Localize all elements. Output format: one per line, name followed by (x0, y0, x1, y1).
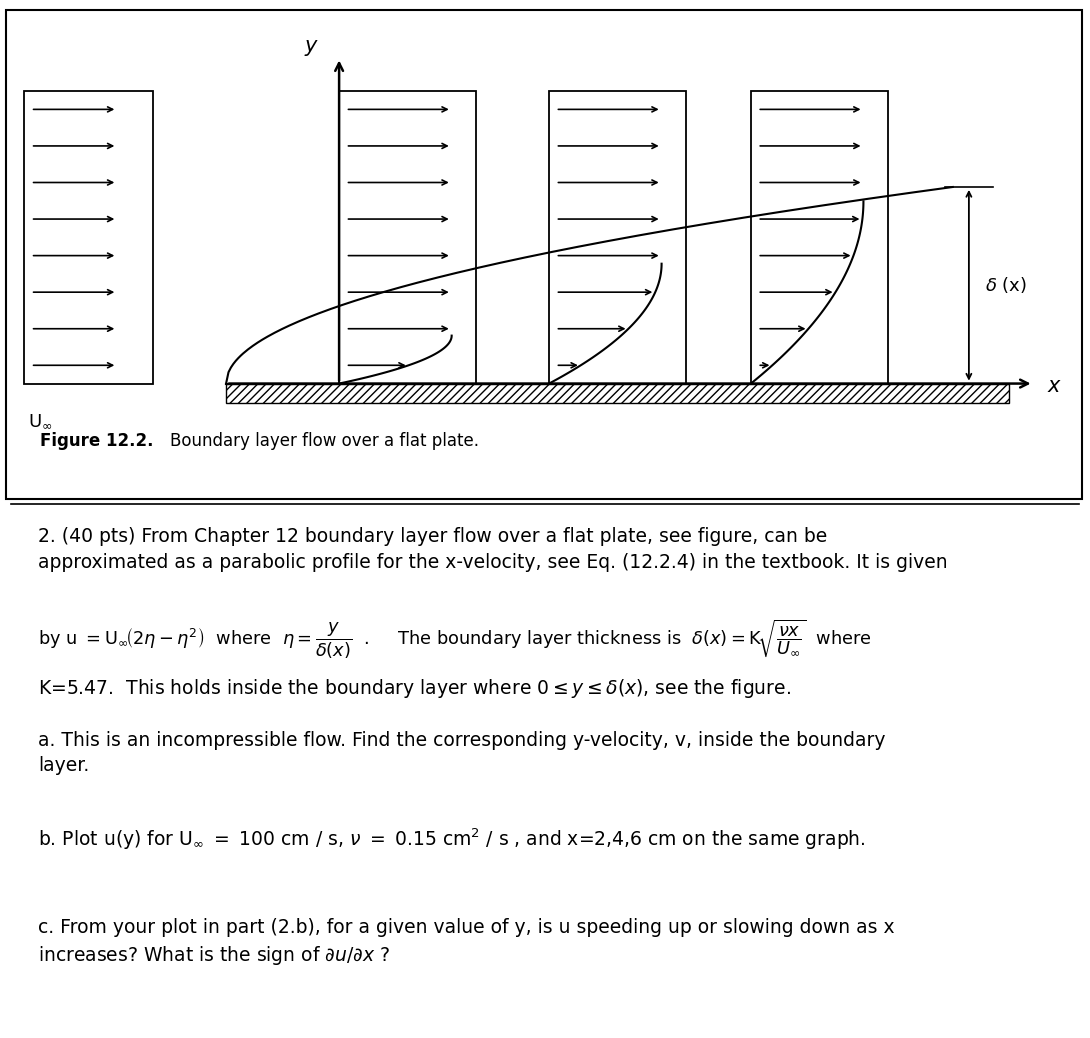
Text: a. This is an incompressible flow. Find the corresponding y-velocity, v, inside : a. This is an incompressible flow. Find … (38, 731, 886, 775)
Text: Figure 12.2.: Figure 12.2. (40, 432, 154, 450)
Text: by u $= \mathrm{U}_\infty\!\left(2\eta - \eta^2\right)$  where  $\eta = \dfrac{y: by u $= \mathrm{U}_\infty\!\left(2\eta -… (38, 619, 872, 661)
Bar (549, 91, 687, 384)
Bar (24, 91, 154, 384)
Text: K=5.47.  This holds inside the boundary layer where $0 \leq y \leq \delta(x)$, s: K=5.47. This holds inside the boundary l… (38, 677, 791, 701)
Text: x: x (1047, 376, 1059, 395)
Text: $\delta$ (x): $\delta$ (x) (985, 275, 1027, 295)
Bar (751, 91, 888, 384)
Text: b. Plot u(y) for U$_\infty$ $=$ 100 cm / s, $\nu$ $=$ 0.15 cm$^2$ / s , and x=2,: b. Plot u(y) for U$_\infty$ $=$ 100 cm /… (38, 827, 865, 852)
Text: y: y (305, 35, 317, 56)
Text: 2. (40 pts) From Chapter 12 boundary layer flow over a flat plate, see figure, c: 2. (40 pts) From Chapter 12 boundary lay… (38, 527, 948, 572)
Bar (226, 384, 1009, 403)
Text: c. From your plot in part (2.b), for a given value of y, is u speeding up or slo: c. From your plot in part (2.b), for a g… (38, 918, 895, 967)
Text: Boundary layer flow over a flat plate.: Boundary layer flow over a flat plate. (170, 432, 479, 450)
Text: U$_\infty$: U$_\infty$ (28, 412, 52, 431)
Bar (339, 91, 476, 384)
